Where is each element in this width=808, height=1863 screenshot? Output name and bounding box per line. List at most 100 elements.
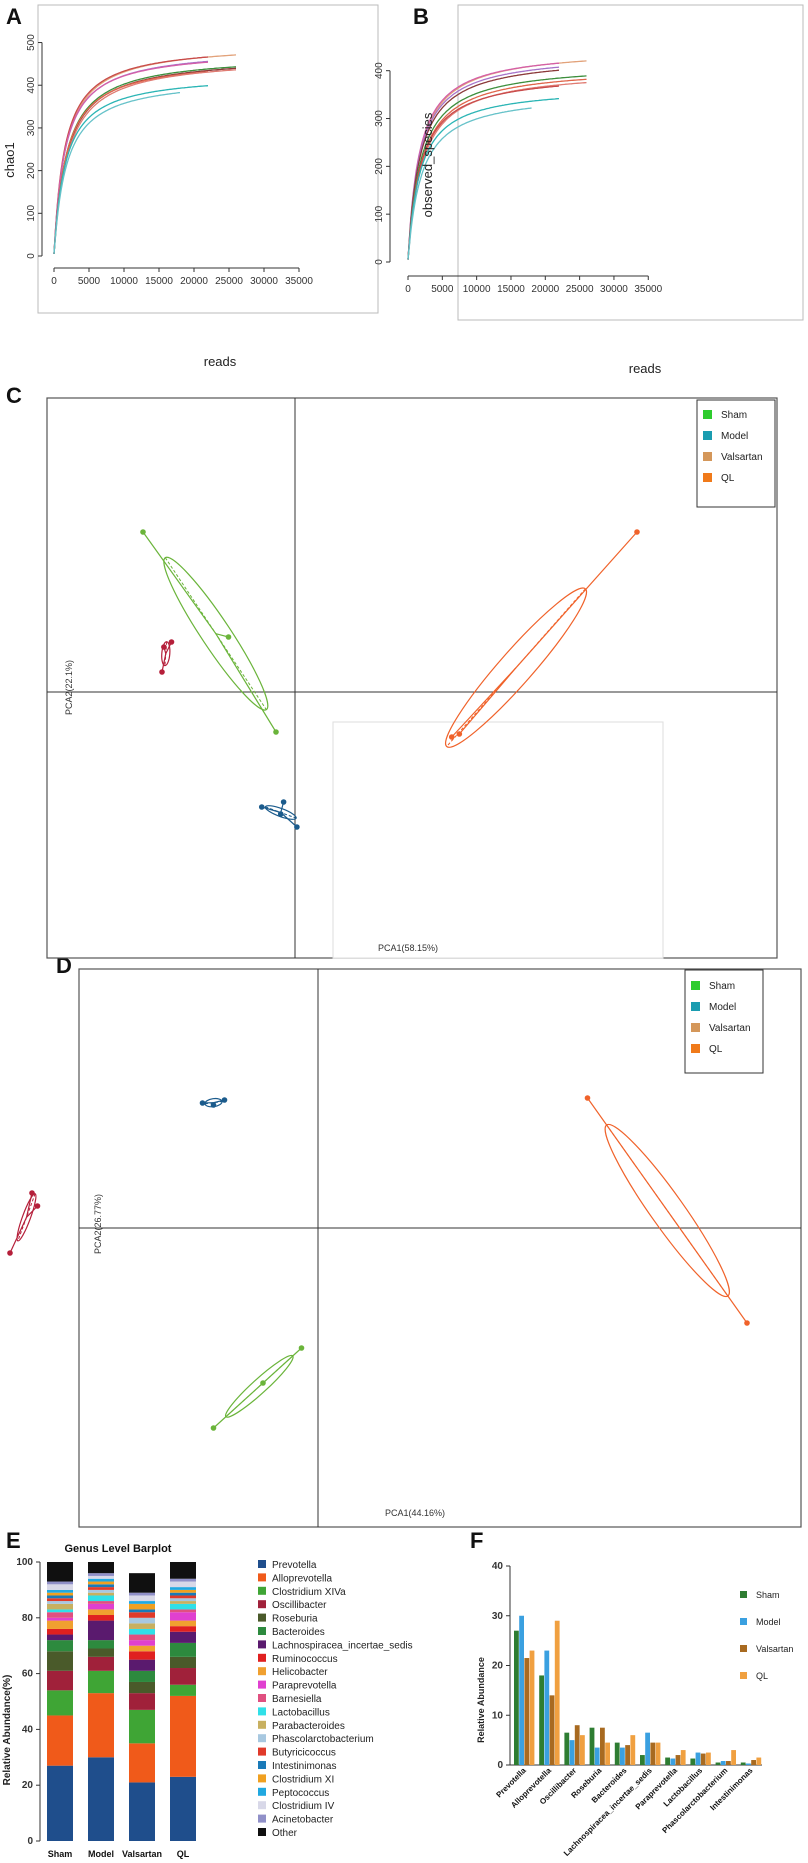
- panel-e-legend-swatch: [258, 1653, 266, 1662]
- panel-d-frame: [78, 968, 802, 1528]
- panel-e-bar-segment: [170, 1603, 196, 1610]
- panel-d-legend-label: QL: [709, 1044, 723, 1055]
- panel-b-x-tick-label: 25000: [566, 284, 594, 295]
- panel-e-bar-segment: [170, 1668, 196, 1685]
- panel-e-bar-segment: [129, 1709, 155, 1744]
- panel-e-bar-segment: [88, 1609, 114, 1616]
- panel-a-frame: [37, 4, 379, 314]
- panel-b-series-line: [407, 62, 560, 260]
- panel-e-bar-segment: [129, 1651, 155, 1660]
- panel-e-bar-segment: [170, 1626, 196, 1632]
- panel-e-bar-segment: [88, 1573, 114, 1576]
- panel-e-legend-label: Oscillibacter: [272, 1600, 327, 1611]
- panel-b-xlabel: reads: [629, 361, 662, 376]
- panel-e-bar-segment: [47, 1581, 73, 1585]
- panel-f-bar: [706, 1752, 711, 1765]
- panel-c-spoke-ql: [458, 667, 517, 735]
- panel-e-bar-segment: [47, 1598, 73, 1602]
- panel-a-chart: 0 5000 10000 15000 20000 25000 30000 35000 0 100 2…: [2, 4, 379, 369]
- panel-e-legend-swatch: [258, 1720, 266, 1729]
- panel-c-point-sham: [140, 529, 146, 535]
- panel-f-chart: Relative Abundance 010203040PrevotellaAl…: [476, 1561, 793, 1858]
- panel-d-legend-swatch: [691, 1044, 700, 1053]
- panel-e-bar-segment: [170, 1620, 196, 1627]
- panel-e-legend-label: Acinetobacter: [272, 1815, 334, 1826]
- panel-e-bar-segment: [47, 1609, 73, 1613]
- panel-e-chart: Genus Level Barplot Relative Abundance(%…: [2, 1543, 413, 1859]
- panel-e-bar-segment: [47, 1617, 73, 1621]
- panel-e-bar-segment: [129, 1601, 155, 1604]
- panel-f-bar: [655, 1742, 661, 1765]
- panel-b-y-tick-label: 0: [374, 259, 385, 265]
- panel-e-y-tick-label: 80: [22, 1613, 34, 1624]
- panel-e-y-tick-label: 20: [22, 1780, 34, 1791]
- panel-f-bar: [574, 1725, 580, 1765]
- panel-f-legend-label: Valsartan: [756, 1644, 793, 1654]
- panel-e-bar-segment: [47, 1562, 73, 1582]
- panel-e-bar-segment: [88, 1581, 114, 1585]
- panel-f-bar: [645, 1732, 650, 1765]
- panel-e-category-label: QL: [177, 1849, 190, 1859]
- panel-e-bar-segment: [47, 1640, 73, 1652]
- panel-f-bar: [690, 1758, 696, 1765]
- panel-a-series-line: [53, 56, 209, 254]
- panel-e-legend-swatch: [258, 1667, 266, 1676]
- panel-e-bar-segment: [129, 1617, 155, 1624]
- panel-e-legend-swatch: [258, 1627, 266, 1635]
- panel-e-bar-segment: [170, 1589, 196, 1593]
- panel-f-bar: [554, 1620, 560, 1765]
- panel-a-x-tick-label: 25000: [215, 276, 243, 287]
- panel-e-bar-segment: [170, 1642, 196, 1657]
- panel-e-legend-label: Other: [272, 1828, 298, 1839]
- panel-e-legend-swatch: [258, 1734, 266, 1743]
- panel-b-x-tick-label: 5000: [431, 284, 454, 295]
- panel-b-x-tick-label: 15000: [497, 284, 525, 295]
- panel-d-spoke-sham: [213, 1385, 260, 1429]
- panel-e-bar-segment: [129, 1603, 155, 1610]
- panel-e-bar-segment: [88, 1603, 114, 1610]
- panel-e-legend-swatch: [258, 1747, 266, 1756]
- panel-e-legend-label: Roseburia: [272, 1614, 318, 1625]
- panel-e-category-label: Sham: [48, 1849, 73, 1859]
- panel-e-bar-segment: [129, 1670, 155, 1682]
- panel-e-legend-label: Alloprevotella: [272, 1573, 332, 1584]
- panel-d-legend: Sham Model Valsartan QL: [684, 969, 764, 1074]
- panel-a-y-tick-label: 200: [26, 162, 37, 179]
- panel-d-point-sham: [298, 1345, 305, 1351]
- panel-e-bar-segment: [88, 1670, 114, 1694]
- panel-b-y-tick-label: 400: [374, 62, 385, 79]
- panel-e-bar-segment: [129, 1612, 155, 1618]
- panel-e-bar-segment: [47, 1595, 73, 1599]
- panel-a-x-tick-label: 20000: [180, 276, 208, 287]
- panel-e-legend-swatch: [258, 1707, 266, 1716]
- panel-e-bar-segment: [47, 1584, 73, 1590]
- panel-letter-d: D: [56, 953, 72, 978]
- panel-e-bar-segment: [88, 1562, 114, 1574]
- panel-a-y-tick-label: 0: [26, 253, 37, 259]
- panel-f-bar: [726, 1761, 731, 1765]
- panel-e-bar-segment: [47, 1612, 73, 1618]
- panel-d-point-ql: [584, 1095, 591, 1101]
- panel-e-bar-segment: [47, 1634, 73, 1641]
- panel-f-bar: [589, 1727, 595, 1765]
- panel-d-legend-label: Valsartan: [709, 1023, 751, 1034]
- panel-e-bar-segment: [170, 1598, 196, 1602]
- panel-e-bar-segment: [170, 1587, 196, 1590]
- panel-e-legend-label: Bacteroides: [272, 1627, 325, 1638]
- panel-e-legend-swatch: [258, 1694, 266, 1702]
- panel-e-bar-segment: [47, 1589, 73, 1593]
- panel-e-legend-label: Clostridium XI: [272, 1774, 334, 1785]
- panel-c-point-model: [258, 804, 265, 810]
- panel-e-bar-segment: [47, 1765, 73, 1841]
- panel-e-bar-segment: [129, 1634, 155, 1641]
- panel-e-bar-segment: [170, 1601, 196, 1604]
- panel-letter-f: F: [470, 1528, 483, 1553]
- panel-b-x-tick-label: 35000: [634, 284, 662, 295]
- panel-f-bar: [580, 1735, 585, 1765]
- panel-d-chart: PCA1(44.16%) PCA2(26.77%) Sham Model Valsa…: [7, 968, 802, 1528]
- panel-f-bar: [514, 1630, 519, 1765]
- panel-e-bar-segment: [88, 1589, 114, 1593]
- panel-d-spoke-valsartan: [25, 1192, 33, 1218]
- panel-e-legend-label: Lactobacillus: [272, 1707, 330, 1718]
- panel-f-legend-swatch: [740, 1618, 747, 1625]
